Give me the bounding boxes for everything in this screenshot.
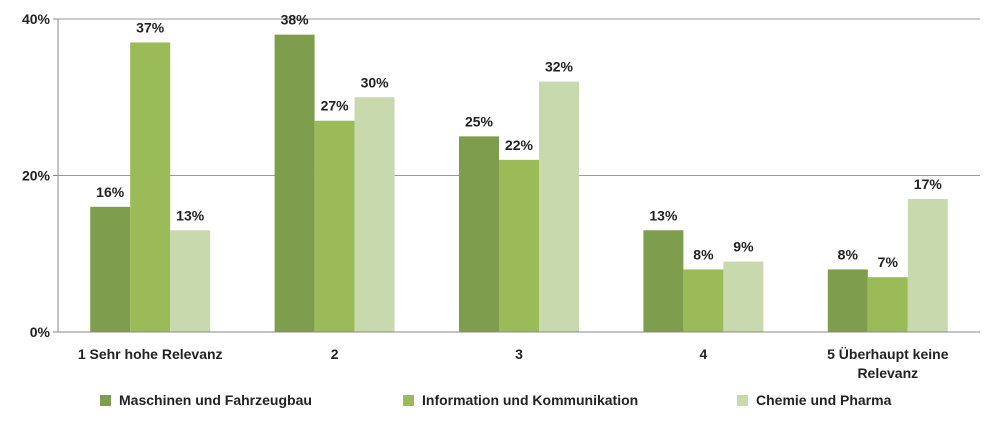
bar	[827, 269, 868, 332]
x-category-label: Relevanz	[857, 365, 918, 381]
x-category-label: 5 Überhaupt keine	[827, 346, 949, 362]
bar	[723, 261, 764, 332]
legend-item-chemie: Chemie und Pharma	[737, 392, 891, 408]
bar	[867, 277, 908, 332]
bar	[683, 269, 724, 332]
bar	[314, 120, 355, 332]
x-category-label: 2	[331, 346, 339, 362]
legend-label: Maschinen und Fahrzeugbau	[119, 392, 312, 408]
data-labels: 16% 37% 13% 38% 27% 30% 25% 22% 32% 13% 8% 9% 8% 7% 17…	[96, 12, 942, 271]
data-label: 22%	[505, 137, 534, 153]
bars	[90, 34, 948, 333]
bar	[130, 42, 171, 332]
data-label: 13%	[649, 207, 678, 223]
data-label: 16%	[96, 184, 125, 200]
data-label: 38%	[281, 12, 310, 28]
data-label: 13%	[176, 207, 205, 223]
x-axis-categories: 1 Sehr hohe Relevanz 2 3 4 5 Überhaupt keine…	[78, 346, 949, 381]
bar	[907, 198, 948, 332]
data-label: 8%	[838, 246, 859, 262]
x-category-label: 4	[700, 346, 708, 362]
x-category-label: 1 Sehr hohe Relevanz	[78, 346, 223, 362]
data-label: 17%	[914, 176, 943, 192]
bar	[539, 81, 579, 332]
x-category-label: 3	[515, 346, 523, 362]
data-label: 27%	[321, 98, 350, 114]
data-label: 9%	[733, 239, 754, 255]
bar	[90, 206, 131, 332]
data-label: 30%	[361, 74, 390, 90]
bar	[459, 136, 499, 332]
bar	[354, 97, 395, 332]
legend-swatch	[100, 394, 111, 406]
bar-chart: 0%20%40% 16%37%13%38%27%30%25%22%32%13%8…	[22, 11, 980, 381]
y-tick-label: 0%	[30, 324, 51, 340]
legend-label: Chemie und Pharma	[756, 392, 892, 408]
bar	[274, 34, 315, 333]
data-label: 32%	[545, 59, 574, 75]
y-tick-label: 40%	[22, 11, 51, 27]
data-label: 8%	[693, 246, 714, 262]
legend-swatch	[403, 394, 414, 406]
legend-item-maschinen: Maschinen und Fahrzeugbau	[100, 392, 312, 408]
bar	[643, 230, 684, 332]
bar	[499, 159, 539, 332]
data-label: 25%	[465, 113, 494, 129]
data-label: 7%	[878, 254, 899, 270]
y-tick-label: 20%	[22, 168, 51, 184]
y-axis-ticks: 0% 20% 40%	[22, 11, 58, 340]
legend-swatch	[737, 394, 748, 406]
legend-label: Information und Kommunikation	[422, 392, 639, 408]
legend: Maschinen und Fahrzeugbau Information un…	[0, 392, 1000, 416]
legend-item-information: Information und Kommunikation	[403, 392, 638, 408]
bar	[170, 230, 211, 332]
data-label: 37%	[136, 19, 165, 35]
